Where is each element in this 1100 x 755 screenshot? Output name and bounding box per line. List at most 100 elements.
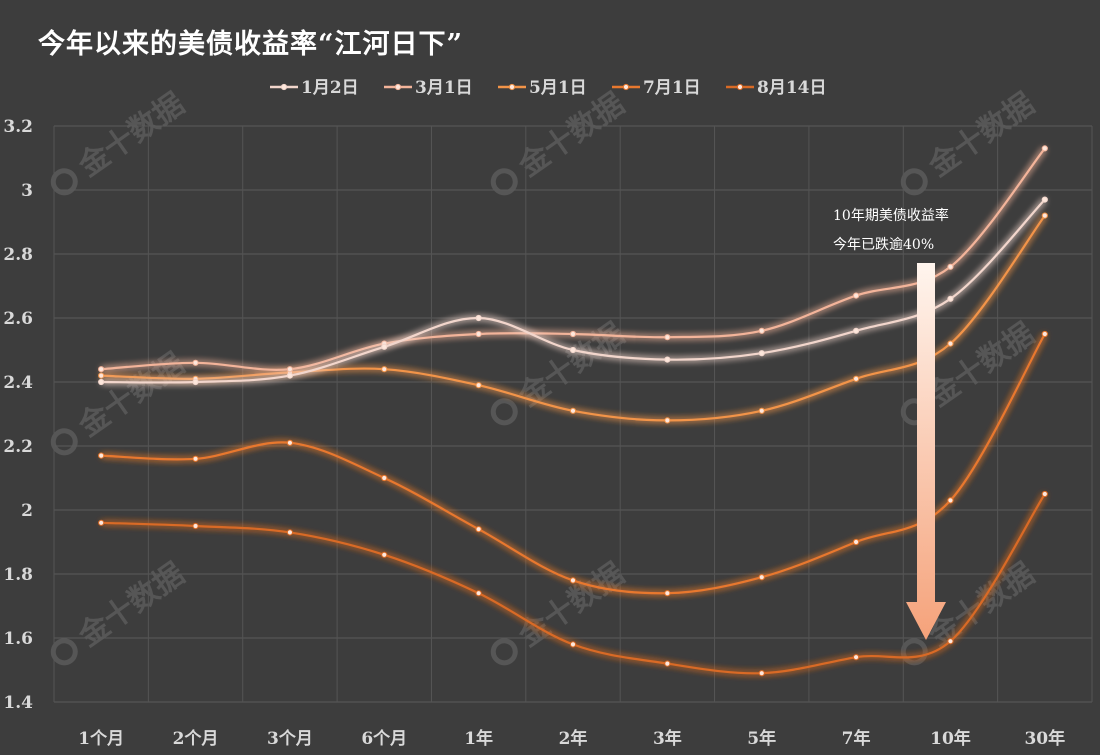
legend: 1月2日 3月1日 5月1日 7月1日 8月14日	[270, 78, 827, 98]
data-point	[852, 654, 860, 661]
data-point	[475, 330, 482, 338]
x-tick-label: 2年	[559, 728, 588, 749]
data-point	[664, 356, 671, 363]
y-tick-label: 1.8	[3, 565, 33, 585]
watermark-logo-icon	[50, 638, 78, 666]
watermark-logo-icon	[900, 168, 928, 196]
series-5月1日	[98, 212, 1048, 424]
series-7月1日	[98, 330, 1048, 597]
data-point	[852, 375, 860, 382]
legend-item: 8月14日	[726, 78, 827, 98]
down-arrow-icon	[906, 263, 946, 640]
data-point	[947, 638, 954, 645]
x-tick-label: 10年	[930, 728, 971, 749]
data-point	[852, 538, 860, 546]
data-point	[569, 407, 577, 414]
legend-item: 1月2日	[270, 78, 359, 98]
series-1月2日	[98, 196, 1048, 386]
y-tick-label: 2.6	[3, 309, 33, 329]
series-line	[101, 147, 1046, 371]
data-point	[852, 292, 860, 299]
watermark-logo-icon	[490, 398, 518, 426]
legend-item: 5月1日	[498, 78, 587, 98]
data-point	[664, 590, 671, 597]
legend-marker	[622, 83, 630, 91]
data-point	[569, 330, 577, 338]
data-point	[1041, 145, 1048, 152]
data-point	[192, 522, 199, 530]
data-point	[381, 366, 388, 373]
y-tick-label: 3.2	[3, 117, 33, 137]
data-point	[98, 366, 105, 373]
legend-item: 3月1日	[384, 78, 473, 98]
watermark-text: 金十数据	[922, 86, 1041, 184]
series-line	[101, 493, 1046, 675]
y-tick-label: 2.4	[3, 373, 33, 393]
watermark: 金十数据	[50, 86, 191, 196]
watermark-text: 金十数据	[72, 556, 191, 654]
legend-label: 1月2日	[301, 78, 359, 98]
data-point	[475, 314, 482, 322]
data-point	[286, 439, 294, 446]
data-point	[98, 519, 105, 526]
data-point	[758, 350, 765, 357]
watermark-text: 金十数据	[512, 556, 631, 654]
watermark-text: 金十数据	[72, 346, 191, 444]
data-point	[286, 366, 294, 373]
annotation-line-2: 今年已跌逾40%	[833, 237, 934, 253]
x-axis: 1个月 2个月 3个月 6个月 1年 2年 3年 5年 7年 10年 30年	[78, 728, 1065, 749]
legend-label: 5月1日	[529, 78, 587, 98]
watermark-text: 金十数据	[512, 86, 631, 184]
data-point	[286, 529, 294, 536]
watermark-logo-icon	[490, 638, 518, 666]
x-tick-label: 7年	[842, 728, 871, 749]
y-tick-label: 2	[21, 501, 33, 521]
data-point	[947, 263, 954, 270]
data-point	[1041, 330, 1048, 338]
data-point	[1041, 490, 1048, 498]
chart-title: 今年以来的美债收益率“江河日下”	[38, 29, 464, 60]
series-layer	[98, 145, 1048, 677]
data-point	[1041, 196, 1048, 203]
data-point	[98, 452, 105, 459]
data-point	[192, 455, 199, 462]
data-point	[664, 417, 671, 424]
y-tick-label: 1.6	[3, 629, 33, 649]
data-point	[569, 346, 577, 354]
legend-label: 7月1日	[643, 78, 701, 98]
data-point	[475, 590, 482, 597]
data-point	[569, 641, 577, 648]
watermark-logo-icon	[50, 428, 78, 456]
x-tick-label: 3年	[653, 728, 682, 749]
data-point	[569, 577, 577, 584]
watermark-text: 金十数据	[72, 86, 191, 184]
legend-marker	[508, 83, 516, 91]
legend-label: 8月14日	[757, 78, 827, 98]
data-point	[381, 343, 388, 350]
data-point	[381, 474, 388, 482]
y-tick-label: 2.2	[3, 437, 33, 457]
data-point	[475, 382, 482, 389]
x-tick-label: 3个月	[267, 728, 313, 749]
data-point	[947, 497, 954, 504]
data-point	[192, 378, 199, 386]
watermark-logo-icon	[490, 168, 518, 196]
legend-marker	[394, 83, 402, 91]
data-point	[98, 372, 105, 379]
data-point	[192, 359, 199, 366]
data-point	[758, 407, 765, 414]
series-line	[101, 333, 1046, 595]
y-tick-label: 2.8	[3, 245, 33, 265]
legend-item: 7月1日	[612, 78, 701, 98]
watermark-text: 金十数据	[922, 316, 1041, 414]
x-tick-label: 6个月	[361, 728, 407, 749]
y-axis: 1.4 1.6 1.8 2 2.2 2.4 2.6 2.8 3 3.2	[3, 117, 33, 713]
data-point	[852, 327, 860, 334]
series-8月14日	[98, 490, 1048, 677]
data-point	[98, 378, 105, 386]
x-tick-label: 5年	[747, 728, 776, 749]
data-point	[381, 551, 388, 558]
data-point	[758, 670, 765, 677]
data-point	[286, 372, 294, 379]
